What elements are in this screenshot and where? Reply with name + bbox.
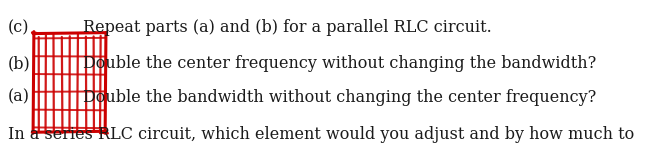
Text: (b): (b) [8, 55, 30, 72]
Text: Double the bandwidth without changing the center frequency?: Double the bandwidth without changing th… [83, 89, 597, 106]
Text: Repeat parts (a) and (b) for a parallel RLC circuit.: Repeat parts (a) and (b) for a parallel … [83, 19, 492, 36]
Text: (c): (c) [8, 19, 29, 36]
Text: (a): (a) [8, 89, 30, 106]
Text: Double the center frequency without changing the bandwidth?: Double the center frequency without chan… [83, 55, 597, 72]
Text: In a series RLC circuit, which element would you adjust and by how much to: In a series RLC circuit, which element w… [8, 126, 634, 143]
